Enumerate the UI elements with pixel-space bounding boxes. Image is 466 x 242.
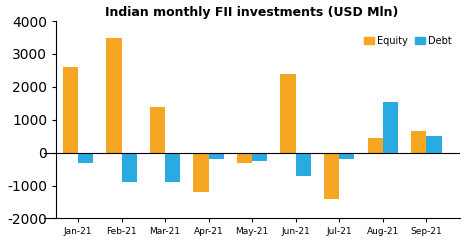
Bar (281, 74, 295, 153)
Bar (193, 153, 209, 192)
Bar (324, 153, 339, 199)
Legend: Equity, Debt: Equity, Debt (360, 32, 456, 50)
Bar (411, 131, 426, 153)
Bar (295, 153, 311, 176)
Bar (209, 153, 224, 159)
Bar (78, 153, 93, 163)
Bar (383, 102, 398, 153)
Bar (426, 136, 441, 153)
Bar (252, 153, 267, 161)
Title: Indian monthly FII investments (USD Mln): Indian monthly FII investments (USD Mln) (105, 6, 399, 19)
Bar (237, 153, 252, 163)
Bar (63, 67, 78, 153)
Bar (122, 153, 137, 182)
Bar (368, 138, 383, 153)
Bar (165, 153, 180, 182)
Bar (339, 153, 355, 159)
Bar (150, 107, 165, 153)
Bar (106, 38, 122, 153)
